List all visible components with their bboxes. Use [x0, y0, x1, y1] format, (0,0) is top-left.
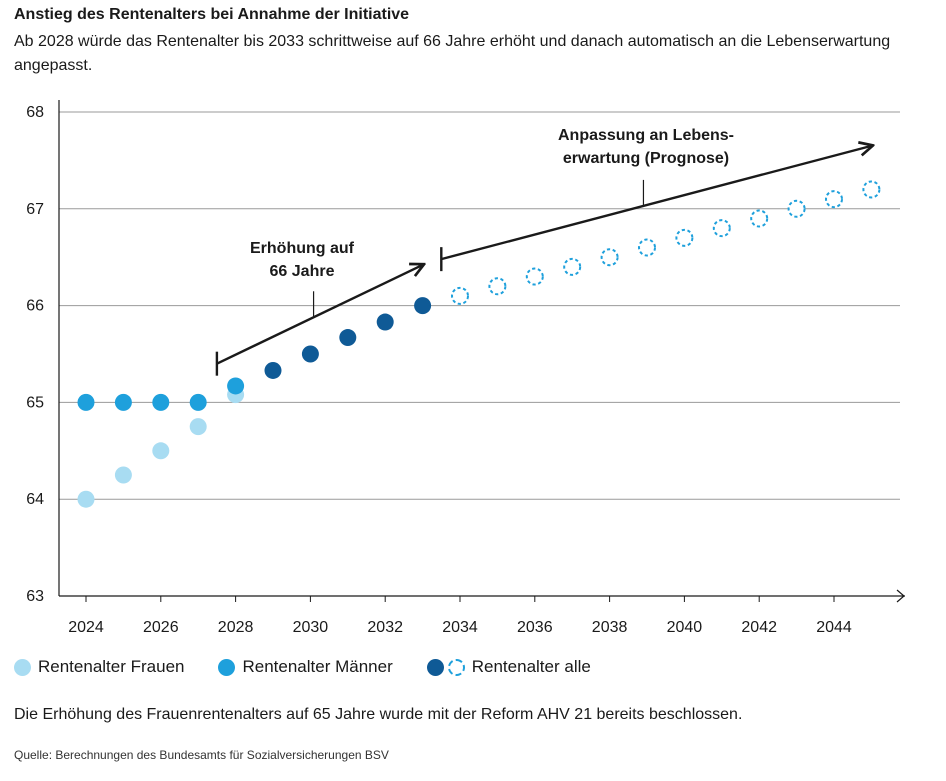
data-point-forecast — [638, 238, 656, 257]
data-point — [189, 418, 207, 436]
y-tick-label: 66 — [26, 298, 44, 315]
x-tick-label: 2034 — [442, 619, 478, 636]
x-tick-label: 2026 — [143, 619, 179, 636]
data-point — [264, 361, 282, 379]
data-point-forecast — [712, 219, 731, 238]
data-point — [114, 393, 132, 411]
legend-swatch-women — [14, 658, 31, 676]
data-point-forecast — [451, 286, 469, 305]
chart-svg: 63 64 65 66 67 68 2024 2026 2028 2030 2032 2034 2036… — [26, 100, 905, 636]
chart-subtitle: Ab 2028 würde das Rentenalter bis 2033 s… — [14, 33, 891, 74]
x-tick-label: 2030 — [293, 619, 329, 636]
data-point-forecast — [600, 248, 619, 267]
data-point — [189, 393, 207, 411]
data-point — [339, 329, 357, 347]
x-tick-label: 2038 — [592, 619, 628, 636]
chart-title: Anstieg des Rentenalters bei Annahme der… — [14, 6, 410, 23]
data-point — [77, 490, 95, 508]
data-point — [227, 377, 245, 395]
data-point-forecast — [787, 199, 806, 218]
annotation-label: Erhöhung auf — [250, 240, 355, 257]
data-point-forecast — [488, 277, 507, 296]
footnote: Die Erhöhung des Frauenrentenalters auf … — [14, 706, 743, 723]
legend-label-women: Rentenalter Frauen — [38, 657, 185, 676]
source-note: Quelle: Berechnungen des Bundesamts für … — [14, 748, 389, 762]
legend-item-men: Rentenalter Männer — [218, 657, 393, 677]
data-point — [376, 313, 394, 331]
y-tick-label: 63 — [26, 588, 44, 605]
x-tick-label: 2024 — [68, 619, 104, 636]
x-tick-label: 2042 — [741, 619, 777, 636]
legend-label-men: Rentenalter Männer — [242, 657, 393, 676]
x-tick-label: 2040 — [667, 619, 703, 636]
data-point-forecast — [862, 180, 881, 199]
annotation-arrow — [216, 265, 423, 365]
y-tick-label: 65 — [26, 394, 44, 411]
x-tick-label: 2028 — [218, 619, 254, 636]
y-tick-label: 64 — [26, 491, 44, 508]
data-point — [152, 393, 170, 411]
legend-label-all: Rentenalter alle — [471, 657, 591, 676]
data-point — [301, 345, 319, 363]
x-axis-arrow — [896, 589, 905, 603]
data-point-forecast — [825, 190, 843, 209]
legend-swatch-men — [218, 658, 236, 676]
data-point-forecast — [750, 209, 769, 228]
annotation-label: Anpassung an Lebens- — [558, 127, 734, 144]
annotation-label: erwartung (Prognose) — [563, 150, 729, 167]
x-tick-label: 2044 — [816, 619, 852, 636]
data-point — [414, 297, 432, 315]
data-point-forecast — [563, 257, 582, 276]
legend-item-women: Rentenalter Frauen — [14, 657, 184, 677]
legend-item-all: Rentenalter alle — [426, 657, 591, 677]
y-tick-label: 67 — [26, 201, 44, 218]
legend-swatch-all — [426, 658, 444, 676]
annotation-arrow — [440, 146, 871, 261]
y-tick-label: 68 — [26, 104, 44, 121]
x-tick-label: 2036 — [517, 619, 553, 636]
data-point — [114, 466, 132, 484]
data-point-forecast — [675, 228, 694, 247]
legend: Rentenalter Frauen Rentenalter Männer Re… — [14, 657, 625, 677]
legend-swatch-all-forecast — [447, 658, 465, 676]
data-point — [77, 393, 95, 411]
data-point-forecast — [525, 267, 544, 286]
x-tick-label: 2032 — [367, 619, 403, 636]
data-point — [152, 442, 170, 460]
annotation-label: 66 Jahre — [270, 263, 335, 280]
